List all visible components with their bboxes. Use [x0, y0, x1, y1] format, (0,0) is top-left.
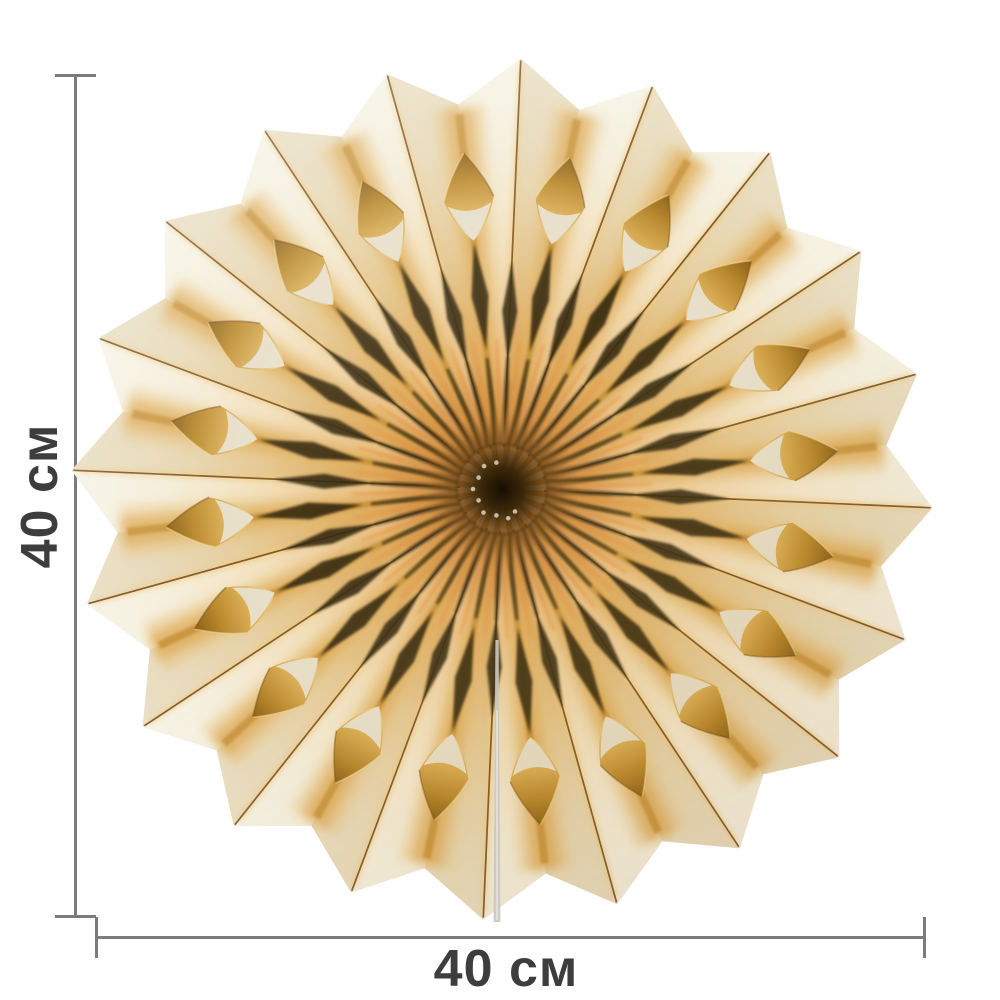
fan-core [372, 359, 632, 619]
paper-fan-rosette [71, 58, 933, 922]
dimension-annotations [55, 74, 926, 958]
width-label: 40 см [433, 940, 579, 998]
core-fasteners [470, 460, 518, 521]
height-label: 40 см [11, 423, 69, 569]
